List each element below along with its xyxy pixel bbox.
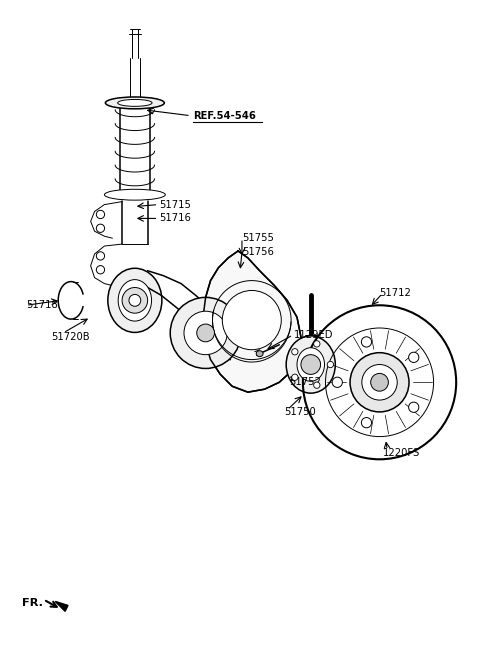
Ellipse shape xyxy=(108,269,162,333)
Text: 51720B: 51720B xyxy=(51,332,90,342)
Circle shape xyxy=(197,324,215,342)
Text: 51718: 51718 xyxy=(26,300,58,310)
Circle shape xyxy=(129,295,141,307)
Circle shape xyxy=(170,297,241,369)
Text: 51715: 51715 xyxy=(159,200,192,210)
Circle shape xyxy=(361,417,372,428)
Circle shape xyxy=(301,354,321,375)
Circle shape xyxy=(371,373,388,391)
Circle shape xyxy=(362,365,397,400)
Circle shape xyxy=(292,348,298,355)
Circle shape xyxy=(327,362,334,367)
Text: 51716: 51716 xyxy=(159,214,192,223)
Text: 1220FS: 1220FS xyxy=(383,449,420,458)
Text: REF.54-546: REF.54-546 xyxy=(193,111,256,121)
Circle shape xyxy=(361,337,372,347)
Circle shape xyxy=(222,290,281,350)
Ellipse shape xyxy=(256,350,263,356)
Circle shape xyxy=(184,311,227,354)
Text: 51752: 51752 xyxy=(289,377,321,387)
Circle shape xyxy=(350,352,409,412)
Text: FR.: FR. xyxy=(22,599,43,608)
Text: 51756: 51756 xyxy=(242,247,274,257)
Circle shape xyxy=(408,352,419,362)
Circle shape xyxy=(122,288,148,313)
Text: 51750: 51750 xyxy=(284,407,316,417)
Ellipse shape xyxy=(106,97,164,109)
Polygon shape xyxy=(203,251,301,392)
Circle shape xyxy=(313,341,320,347)
Ellipse shape xyxy=(104,189,165,200)
Ellipse shape xyxy=(118,100,152,106)
Circle shape xyxy=(313,382,320,388)
Circle shape xyxy=(332,377,342,387)
Polygon shape xyxy=(55,601,68,611)
Ellipse shape xyxy=(297,348,324,381)
Ellipse shape xyxy=(118,280,152,321)
Circle shape xyxy=(408,402,419,413)
Circle shape xyxy=(292,374,298,381)
Text: 51712: 51712 xyxy=(380,288,411,299)
Ellipse shape xyxy=(286,336,336,393)
Text: 1129ED: 1129ED xyxy=(294,330,334,340)
Text: 51755: 51755 xyxy=(242,233,274,243)
